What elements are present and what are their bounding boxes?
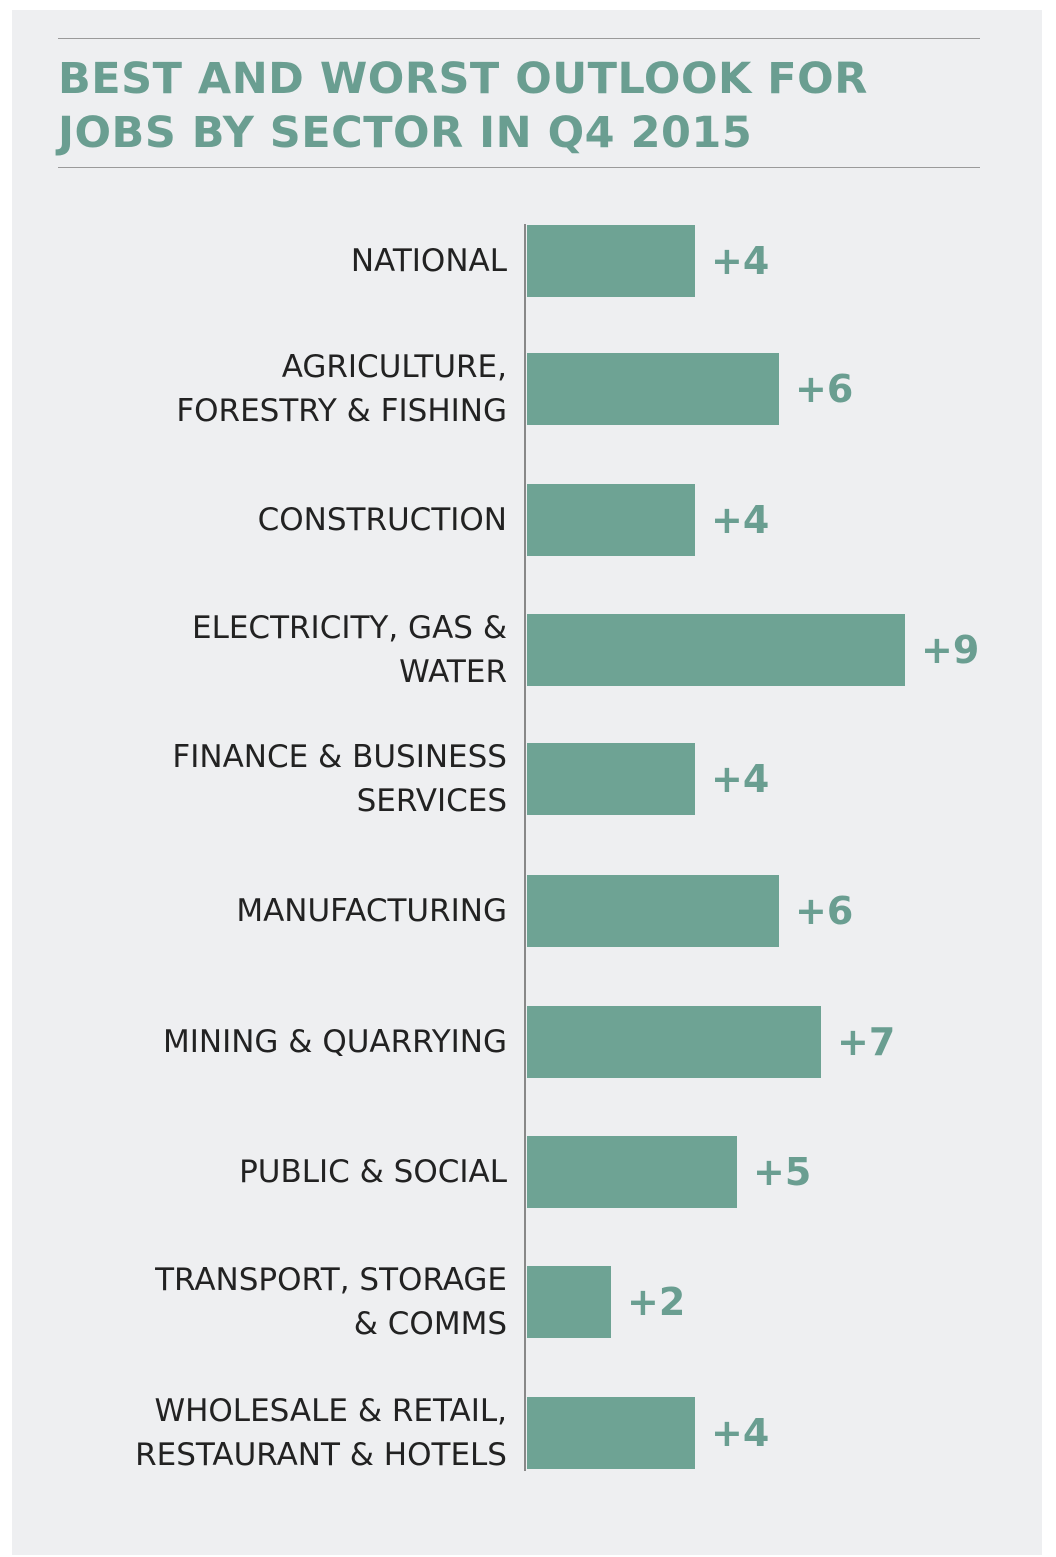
value-label: +5 bbox=[753, 1150, 812, 1194]
category-label: NATIONAL bbox=[350, 243, 507, 279]
chart-title: BEST AND WORST OUTLOOK FOR JOBS BY SECTO… bbox=[58, 54, 868, 158]
bar bbox=[527, 484, 695, 556]
top-rule bbox=[58, 38, 980, 39]
bar bbox=[527, 875, 779, 947]
value-label: +4 bbox=[711, 239, 770, 283]
bottom-rule bbox=[58, 167, 980, 168]
category-label: MINING & QUARRYING bbox=[163, 1024, 507, 1060]
value-label: +9 bbox=[921, 628, 980, 672]
value-label: +4 bbox=[711, 757, 770, 801]
category-label: FINANCE & BUSINESS SERVICES bbox=[172, 739, 507, 819]
value-label: +4 bbox=[711, 1411, 770, 1455]
bar bbox=[527, 1266, 611, 1338]
category-label: AGRICULTURE, FORESTRY & FISHING bbox=[176, 349, 507, 429]
bar bbox=[527, 614, 905, 686]
value-label: +4 bbox=[711, 498, 770, 542]
value-label: +7 bbox=[837, 1020, 896, 1064]
value-label: +6 bbox=[795, 367, 854, 411]
value-label: +2 bbox=[627, 1280, 686, 1324]
value-label: +6 bbox=[795, 889, 854, 933]
category-label: ELECTRICITY, GAS & WATER bbox=[191, 610, 507, 690]
category-label: TRANSPORT, STORAGE & COMMS bbox=[155, 1262, 507, 1342]
bar bbox=[527, 225, 695, 297]
category-label: PUBLIC & SOCIAL bbox=[239, 1154, 507, 1190]
category-label: MANUFACTURING bbox=[236, 893, 507, 929]
bar bbox=[527, 743, 695, 815]
category-label: CONSTRUCTION bbox=[257, 502, 507, 538]
category-label: WHOLESALE & RETAIL, RESTAURANT & HOTELS bbox=[135, 1393, 507, 1473]
bar bbox=[527, 1397, 695, 1469]
bar bbox=[527, 1006, 821, 1078]
bar bbox=[527, 1136, 737, 1208]
bar bbox=[527, 353, 779, 425]
